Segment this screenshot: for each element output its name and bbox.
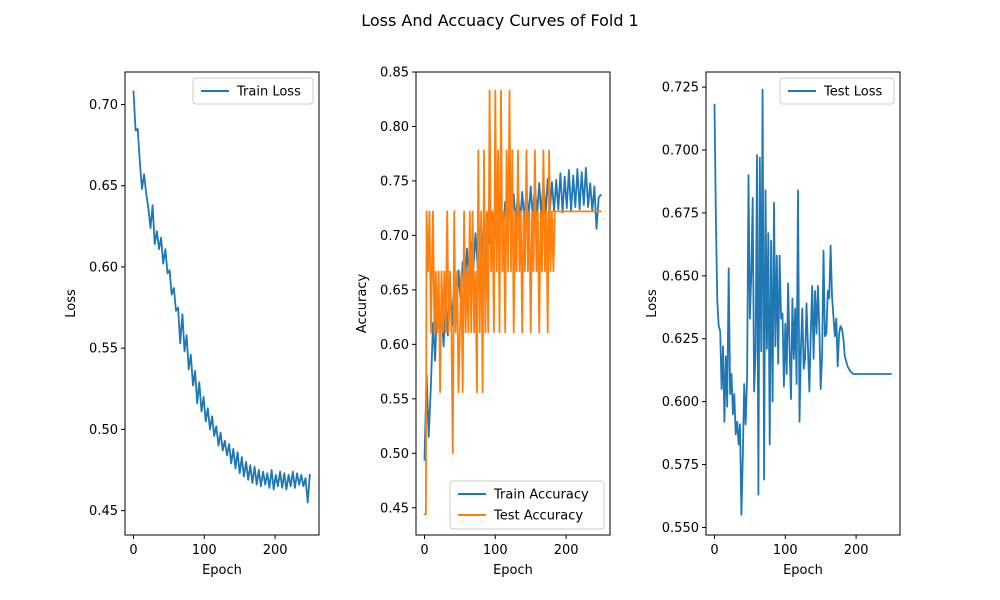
- figure-title: Loss And Accuacy Curves of Fold 1: [361, 11, 638, 30]
- y-tick-label: 0.55: [380, 392, 409, 407]
- x-tick-label: 100: [773, 543, 798, 558]
- y-axis-label: Accuracy: [355, 274, 370, 334]
- series-line-test-accuracy: [423, 89, 602, 516]
- y-tick-label: 0.50: [380, 447, 409, 462]
- x-tick-label: 200: [263, 543, 288, 558]
- y-tick-label: 0.45: [89, 504, 118, 519]
- series-line-test-loss: [713, 88, 892, 516]
- y-tick-label: 0.725: [662, 81, 699, 96]
- train-loss-subplot: 0 100 200 0.45 0.50 0.55 0.60 0.65 0.70 Epoch Loss…: [64, 71, 320, 578]
- x-axis-label: Epoch: [493, 563, 533, 578]
- legend-box: [449, 480, 605, 530]
- y-tick-label: 0.75: [380, 174, 409, 189]
- x-tick-label: 100: [192, 543, 217, 558]
- legend-label: Test Loss: [823, 85, 882, 100]
- y-axis-label: Loss: [645, 289, 660, 318]
- x-tick-label: 0: [420, 543, 428, 558]
- x-tick-label: 200: [554, 543, 579, 558]
- y-tick-label: 0.625: [662, 332, 699, 347]
- x-axis-label: Epoch: [202, 563, 242, 578]
- x-tick-label: 100: [483, 543, 508, 558]
- y-tick-label: 0.70: [380, 229, 409, 244]
- legend-box: [779, 77, 895, 105]
- y-tick-label: 0.575: [662, 458, 699, 473]
- y-tick-label: 0.60: [380, 338, 409, 353]
- y-tick-label: 0.85: [380, 66, 409, 81]
- series-line-train-loss: [132, 90, 311, 504]
- legend: Train Accuracy Test Accuracy: [449, 480, 605, 530]
- axes-frame: [705, 71, 901, 536]
- y-tick-label: 0.650: [662, 269, 699, 284]
- legend-label: Test Accuracy: [493, 509, 583, 524]
- legend-label: Train Accuracy: [493, 488, 589, 503]
- y-tick-label: 0.65: [89, 179, 118, 194]
- y-tick-label: 0.600: [662, 395, 699, 410]
- test-loss-subplot: 0 100 200 0.550 0.575 0.600 0.625 0.650 0.675 0.7…: [645, 71, 901, 578]
- y-tick-label: 0.60: [89, 260, 118, 275]
- y-tick-label: 0.65: [380, 283, 409, 298]
- x-tick-label: 200: [844, 543, 869, 558]
- axes-frame: [415, 71, 611, 536]
- axes-frame: [124, 71, 320, 536]
- legend: Train Loss: [192, 77, 314, 105]
- x-tick-label: 0: [129, 543, 137, 558]
- x-axis-label: Epoch: [783, 563, 823, 578]
- y-tick-label: 0.675: [662, 206, 699, 221]
- y-tick-label: 0.45: [380, 501, 409, 516]
- x-tick-label: 0: [710, 543, 718, 558]
- y-tick-label: 0.55: [89, 342, 118, 357]
- y-tick-label: 0.70: [89, 98, 118, 113]
- y-axis-label: Loss: [64, 289, 79, 318]
- y-tick-label: 0.550: [662, 521, 699, 536]
- y-tick-label: 0.80: [380, 120, 409, 135]
- legend: Test Loss: [779, 77, 895, 105]
- y-tick-label: 0.700: [662, 144, 699, 159]
- legend-label: Train Loss: [236, 85, 301, 100]
- y-tick-label: 0.50: [89, 423, 118, 438]
- legend-box: [192, 77, 314, 105]
- accuracy-subplot: 0 100 200 0.45 0.50 0.55 0.60 0.65 0.70 0.75 0.80 0…: [355, 66, 611, 578]
